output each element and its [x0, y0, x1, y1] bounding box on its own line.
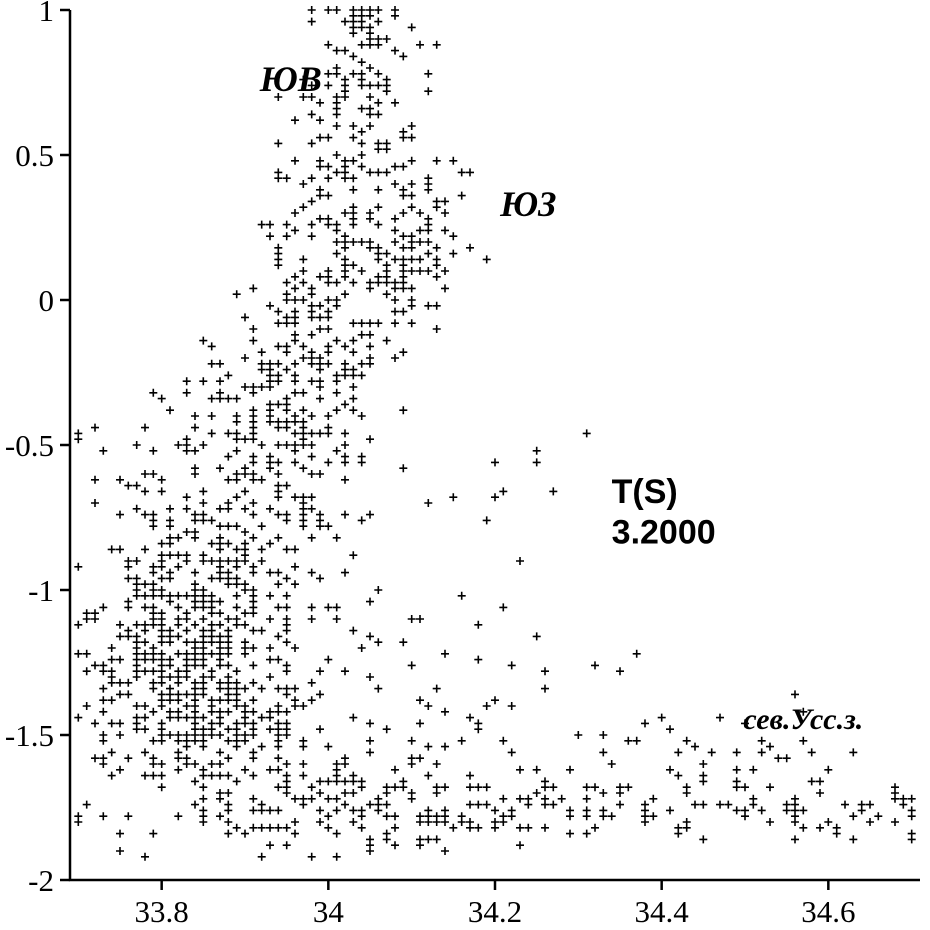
- y-axis-tick-label: 1: [39, 0, 55, 28]
- x-axis-tick-label: 34.2: [468, 894, 522, 929]
- sw-watermass-label: ЮЗ: [499, 184, 556, 224]
- sev-uss-label: сев.Усс.з.: [743, 703, 863, 736]
- se-watermass-label: ЮВ: [259, 59, 322, 99]
- y-axis-tick-label: 0: [39, 283, 55, 318]
- ts-subtitle: 3.2000: [612, 514, 716, 552]
- scatter-points: [74, 6, 916, 861]
- x-axis-tick-label: 33.8: [135, 894, 189, 929]
- x-axis-tick-label: 34: [313, 894, 345, 929]
- y-axis-tick-label: -1.5: [5, 718, 54, 753]
- x-axis-tick-label: 34.6: [801, 894, 855, 929]
- y-axis-tick-label: -0.5: [5, 428, 54, 463]
- y-axis-tick-label: 0.5: [15, 138, 54, 173]
- y-axis-tick-label: -1: [28, 573, 54, 608]
- ts-title: T(S): [612, 473, 678, 511]
- x-axis-tick-label: 34.4: [635, 894, 690, 929]
- axis-line: [68, 10, 920, 882]
- y-axis-tick-label: -2: [28, 863, 54, 898]
